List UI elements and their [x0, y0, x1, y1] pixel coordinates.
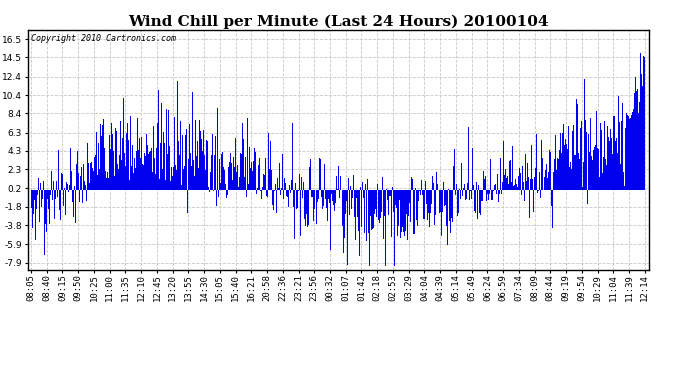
Title: Wind Chill per Minute (Last 24 Hours) 20100104: Wind Chill per Minute (Last 24 Hours) 20… [128, 15, 549, 29]
Text: Copyright 2010 Cartronics.com: Copyright 2010 Cartronics.com [31, 34, 176, 43]
